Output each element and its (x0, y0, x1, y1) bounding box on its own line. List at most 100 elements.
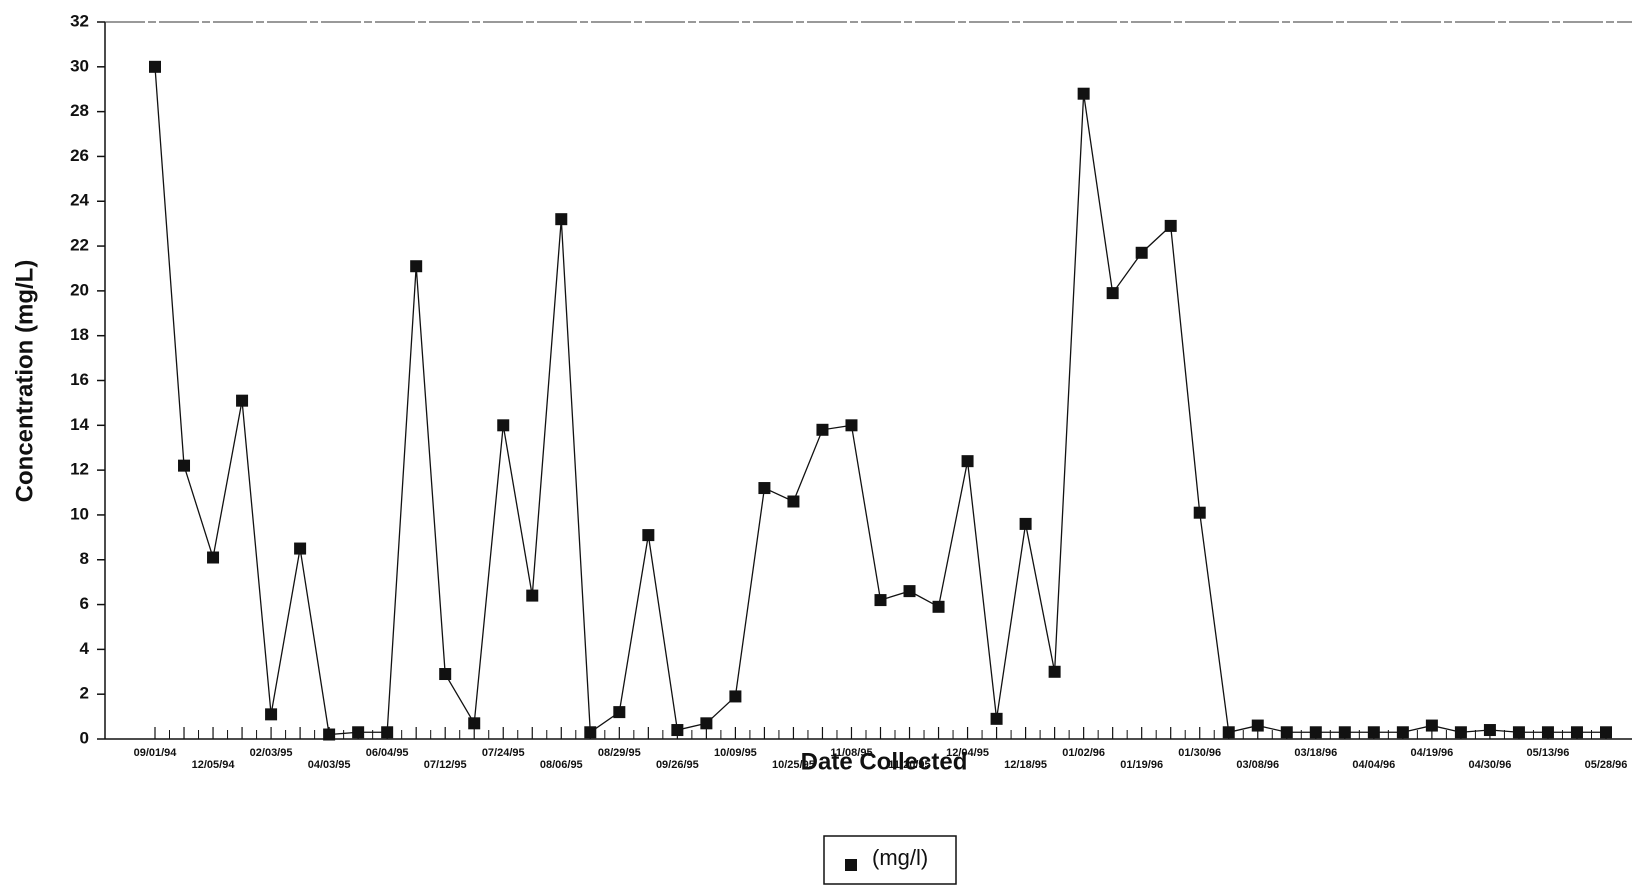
data-point (1164, 219, 1177, 232)
data-point (671, 724, 684, 737)
data-point (613, 706, 626, 719)
x-tick-label: 10/09/95 (714, 747, 757, 759)
y-axis-label: Concentration (mg/L) (11, 260, 38, 503)
x-tick-label: 09/01/94 (134, 747, 178, 759)
x-tick-label: 11/08/95 (830, 747, 872, 759)
y-tick-label: 26 (70, 146, 89, 165)
data-point (1541, 726, 1554, 739)
data-point (845, 419, 858, 432)
x-tick-label: 12/04/95 (946, 747, 989, 759)
legend-label: (mg/l) (872, 845, 928, 870)
x-tick-label: 09/26/95 (656, 759, 699, 771)
y-tick-label: 6 (80, 594, 89, 613)
x-tick-label: 01/19/96 (1120, 759, 1163, 771)
data-point (990, 712, 1003, 725)
x-axis-label: Date Collected (801, 748, 968, 775)
y-tick-label: 32 (70, 11, 89, 30)
y-tick-label: 12 (70, 460, 89, 479)
data-point (439, 668, 452, 681)
data-point (323, 728, 336, 741)
data-point (1512, 726, 1525, 739)
data-point (149, 60, 161, 73)
x-tick-label: 12/18/95 (1004, 759, 1047, 771)
data-point (816, 423, 829, 436)
x-tick-label: 03/18/96 (1294, 747, 1337, 759)
data-point (1193, 506, 1206, 519)
data-point (1570, 726, 1583, 739)
y-tick-label: 28 (70, 101, 89, 120)
y-tick-label: 22 (70, 236, 89, 255)
data-point (1600, 726, 1612, 739)
y-tick-label: 18 (70, 325, 89, 344)
y-tick-label: 20 (70, 280, 89, 299)
data-point (178, 459, 191, 472)
x-tick-label: 04/04/96 (1352, 759, 1395, 771)
data-point (526, 589, 539, 602)
y-tick-label: 30 (70, 56, 89, 75)
x-tick-label: 03/08/96 (1236, 759, 1279, 771)
data-point (729, 690, 742, 703)
data-point (874, 594, 887, 607)
x-tick-label: 12/05/94 (192, 759, 236, 771)
x-tick-label: 08/06/95 (540, 759, 583, 771)
data-point (1280, 726, 1293, 739)
data-point (1396, 726, 1409, 739)
data-point (1048, 665, 1061, 678)
legend: (mg/l) (823, 835, 957, 885)
y-tick-label: 10 (70, 504, 89, 523)
data-point (1077, 87, 1090, 100)
y-tick-label: 8 (80, 549, 89, 568)
data-point (1483, 724, 1496, 737)
x-tick-label: 07/24/95 (482, 747, 525, 759)
data-point (1135, 246, 1148, 259)
y-tick-label: 24 (70, 191, 89, 210)
x-tick-label: 06/04/95 (366, 747, 409, 759)
y-tick-label: 16 (70, 370, 89, 389)
data-point (787, 495, 800, 508)
data-point (468, 717, 481, 730)
data-point (961, 455, 974, 468)
x-tick-label: 05/28/96 (1585, 759, 1628, 771)
legend-marker (845, 859, 857, 871)
data-point (236, 394, 249, 407)
data-point (410, 260, 423, 273)
y-tick-label: 2 (80, 684, 89, 703)
data-point (1338, 726, 1351, 739)
data-line (154, 66, 1606, 736)
x-tick-label: 08/29/95 (598, 747, 641, 759)
data-point (700, 717, 713, 730)
data-point (381, 726, 394, 739)
data-point (1106, 287, 1119, 300)
x-tick-label: 04/19/96 (1410, 747, 1453, 759)
data-point (642, 529, 655, 542)
x-tick-label: 05/13/96 (1527, 747, 1570, 759)
data-point (903, 585, 916, 598)
data-point (294, 542, 307, 555)
data-point (207, 551, 220, 564)
data-point (497, 419, 510, 432)
data-point (1454, 726, 1467, 739)
x-tick-label: 04/03/95 (308, 759, 351, 771)
x-tick-label: 02/03/95 (250, 747, 293, 759)
data-point (932, 600, 945, 613)
x-tick-label: 01/30/96 (1178, 747, 1221, 759)
data-point (555, 213, 568, 226)
data-point (1367, 726, 1380, 739)
y-tick-label: 4 (80, 639, 90, 658)
data-point (352, 726, 365, 739)
data-point (1019, 517, 1032, 530)
data-point (1309, 726, 1322, 739)
x-tick-label: 04/30/96 (1469, 759, 1512, 771)
y-tick-label: 0 (80, 728, 89, 747)
x-tick-label: 01/02/96 (1062, 747, 1105, 759)
data-point (1251, 719, 1264, 732)
data-point (584, 726, 597, 739)
x-tick-label: 07/12/95 (424, 759, 467, 771)
data-point (758, 482, 771, 495)
data-point (265, 708, 278, 721)
x-tick-label: 10/25/95 (772, 759, 815, 771)
y-tick-label: 14 (70, 415, 89, 434)
data-point (1425, 719, 1438, 732)
data-point (1222, 726, 1235, 739)
